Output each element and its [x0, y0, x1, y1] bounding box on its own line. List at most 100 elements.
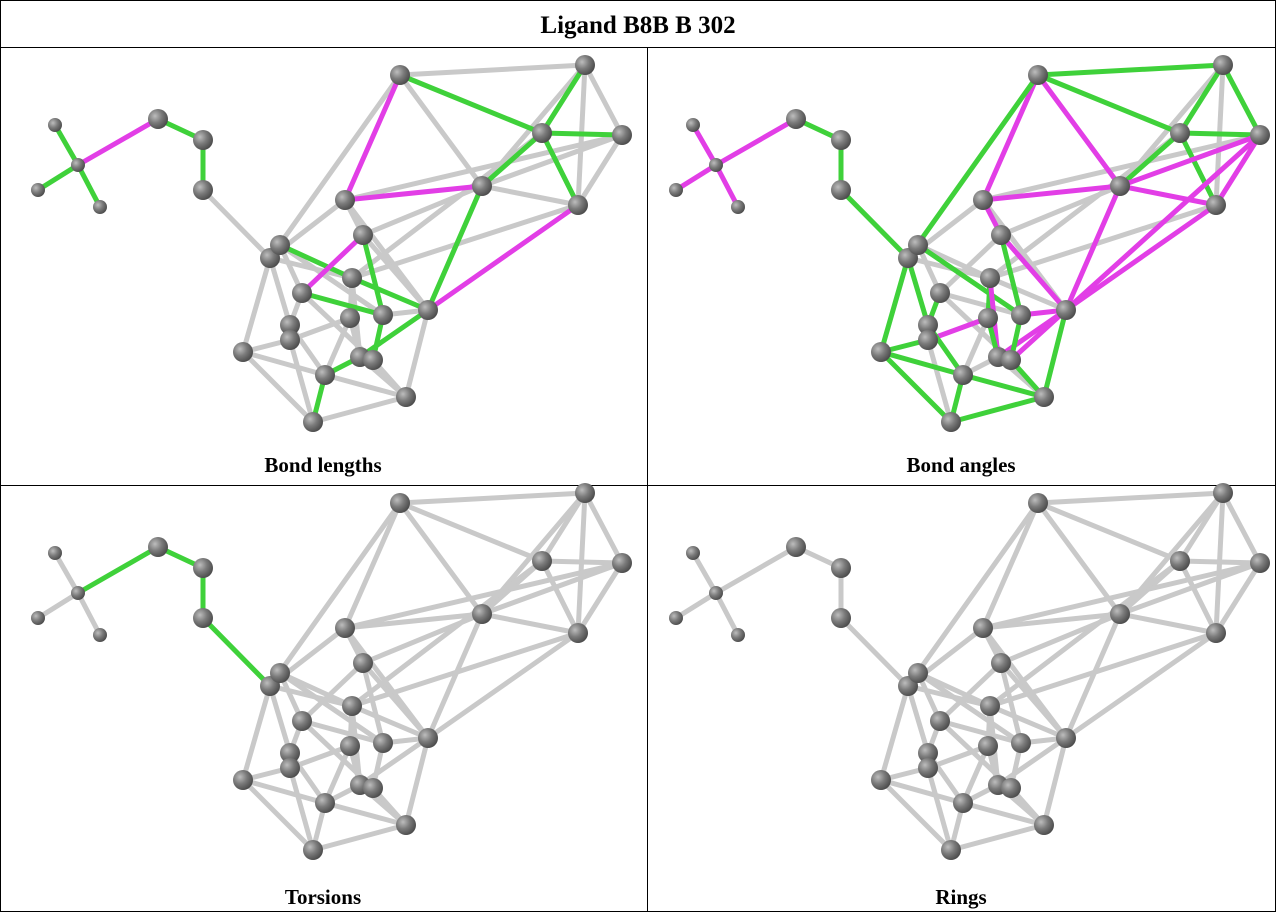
bond	[1213, 132, 1263, 208]
atom	[978, 308, 998, 328]
molecule	[31, 483, 632, 860]
atom	[71, 586, 85, 600]
atom	[1056, 300, 1076, 320]
bond	[267, 72, 403, 261]
bond	[987, 630, 1219, 709]
atom	[233, 342, 253, 362]
atom	[918, 330, 938, 350]
atom	[280, 758, 300, 778]
bond	[349, 630, 581, 709]
atom	[48, 546, 62, 560]
atom	[918, 315, 938, 335]
bond	[479, 560, 625, 617]
bond	[240, 683, 273, 783]
atom	[568, 195, 588, 215]
bond	[299, 718, 386, 746]
bond	[342, 560, 625, 631]
bond	[713, 544, 799, 596]
bond	[582, 490, 625, 566]
bond	[357, 307, 431, 360]
atom	[575, 483, 595, 503]
bond	[240, 255, 273, 355]
atom	[1034, 387, 1054, 407]
atom	[532, 551, 552, 571]
bond	[349, 558, 545, 709]
bond	[980, 132, 1263, 203]
atom	[786, 109, 806, 129]
bond	[673, 162, 719, 193]
bond	[878, 349, 954, 425]
atom	[612, 125, 632, 145]
atom	[908, 235, 928, 255]
atom	[568, 623, 588, 643]
atom	[373, 733, 393, 753]
atom	[472, 176, 492, 196]
atom	[148, 537, 168, 557]
bond	[322, 315, 353, 378]
bond	[299, 290, 386, 318]
atom	[953, 793, 973, 813]
bond	[360, 232, 431, 313]
bond	[1220, 490, 1263, 566]
atom	[418, 728, 438, 748]
atom	[709, 158, 723, 172]
bond	[1177, 558, 1263, 566]
bond	[200, 187, 273, 261]
bond	[878, 255, 911, 355]
bond	[980, 183, 1123, 203]
bond	[987, 202, 1219, 281]
bond	[539, 130, 581, 208]
atom	[731, 200, 745, 214]
bond	[360, 232, 386, 318]
atom	[908, 663, 928, 683]
bond	[960, 315, 991, 378]
atom	[1028, 493, 1048, 513]
bond	[1035, 62, 1226, 78]
atom	[396, 815, 416, 835]
bond	[403, 735, 431, 828]
bond	[1035, 72, 1123, 189]
bond	[998, 232, 1069, 313]
bond	[349, 703, 431, 741]
bond	[1117, 560, 1263, 617]
atom	[1170, 123, 1190, 143]
bond	[1063, 183, 1123, 313]
bond	[905, 683, 931, 756]
atom	[918, 743, 938, 763]
bond	[52, 122, 81, 168]
bond	[342, 72, 403, 203]
atom	[980, 696, 1000, 716]
bond	[878, 683, 911, 783]
atom	[941, 412, 961, 432]
bond	[299, 660, 366, 724]
bond	[479, 130, 545, 189]
bond	[1117, 132, 1263, 189]
bond	[1177, 558, 1219, 636]
atom	[669, 611, 683, 625]
atom	[396, 387, 416, 407]
bond	[948, 394, 1047, 425]
bond	[1063, 202, 1219, 313]
atom	[270, 235, 290, 255]
bond	[980, 560, 1263, 631]
atom	[335, 190, 355, 210]
atom	[270, 663, 290, 683]
atom	[930, 711, 950, 731]
atom	[71, 158, 85, 172]
bond	[287, 337, 316, 425]
bond	[539, 62, 588, 136]
atom	[941, 840, 961, 860]
bond	[322, 743, 353, 806]
bond	[425, 183, 485, 313]
atom	[472, 604, 492, 624]
bond	[995, 735, 1069, 788]
atom	[686, 118, 700, 132]
panel-caption: Bond lengths	[264, 453, 381, 477]
bond	[397, 500, 485, 617]
bond	[397, 500, 545, 564]
atom	[871, 770, 891, 790]
bond	[905, 72, 1041, 261]
bond	[75, 162, 103, 210]
bond	[75, 116, 161, 168]
bond	[1177, 130, 1219, 208]
